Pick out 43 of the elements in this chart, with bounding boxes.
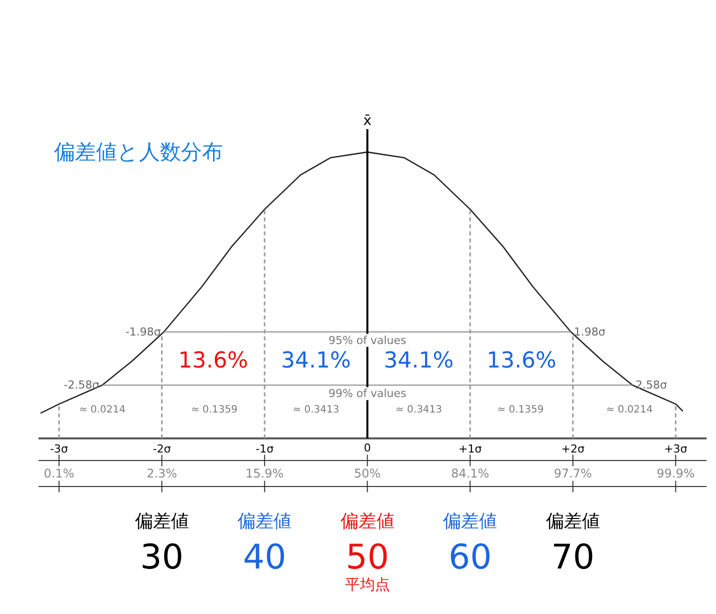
text: 偏差値 [238, 510, 292, 532]
text: 70 [551, 537, 595, 578]
annotation: ≈ 0.1359 [497, 404, 544, 416]
text: 60 [448, 537, 492, 578]
text: 97.7% [554, 466, 592, 480]
text: 平均点 [344, 575, 390, 594]
text: 0.1% [44, 466, 74, 480]
text: 30 [140, 537, 184, 578]
annotation: 34.1% [281, 348, 351, 374]
ref-line-label: 99% of values [328, 387, 407, 400]
x-tick-label: +1σ [458, 442, 482, 456]
annotation: 2.58σ [636, 378, 667, 392]
annotation: 13.6% [486, 348, 556, 374]
annotation: ≈ 0.3413 [395, 404, 442, 416]
annotation: -2.58σ [64, 378, 100, 392]
ref-line-label: 95% of values [328, 334, 407, 347]
x-tick-label: -1σ [256, 442, 274, 456]
text: 99.9% [656, 466, 695, 480]
x-tick-label: -2σ [152, 442, 171, 456]
chart-title: 偏差値と人数分布 [54, 140, 223, 164]
x-tick-label: +2σ [561, 442, 585, 456]
ref-line-label: x̄ [363, 113, 372, 130]
annotation: ≈ 0.1359 [190, 404, 238, 416]
annotation: ≈ 0.0214 [78, 404, 126, 416]
x-tick-label: 0 [364, 441, 371, 454]
text: 50% [354, 466, 381, 480]
text: 40 [242, 537, 286, 578]
text: 2.3% [146, 466, 178, 480]
annotation: ≈ 0.0214 [606, 404, 653, 416]
annotation: 13.6% [178, 348, 248, 374]
text: 84.1% [451, 466, 490, 480]
text: 15.9% [246, 466, 284, 480]
text: 50 [346, 537, 389, 578]
text: 偏差値 [443, 510, 498, 532]
x-tick-label: +3σ [664, 442, 688, 456]
annotation: 1.98σ [574, 325, 606, 338]
text: 偏差値 [546, 510, 600, 532]
text: 偏差値 [134, 510, 189, 532]
text: 偏差値 [340, 510, 394, 532]
x-tick-label: -3σ [50, 442, 68, 456]
annotation: 34.1% [384, 348, 454, 374]
annotation: -1.98σ [125, 325, 161, 338]
annotation: ≈ 0.3413 [292, 404, 340, 416]
